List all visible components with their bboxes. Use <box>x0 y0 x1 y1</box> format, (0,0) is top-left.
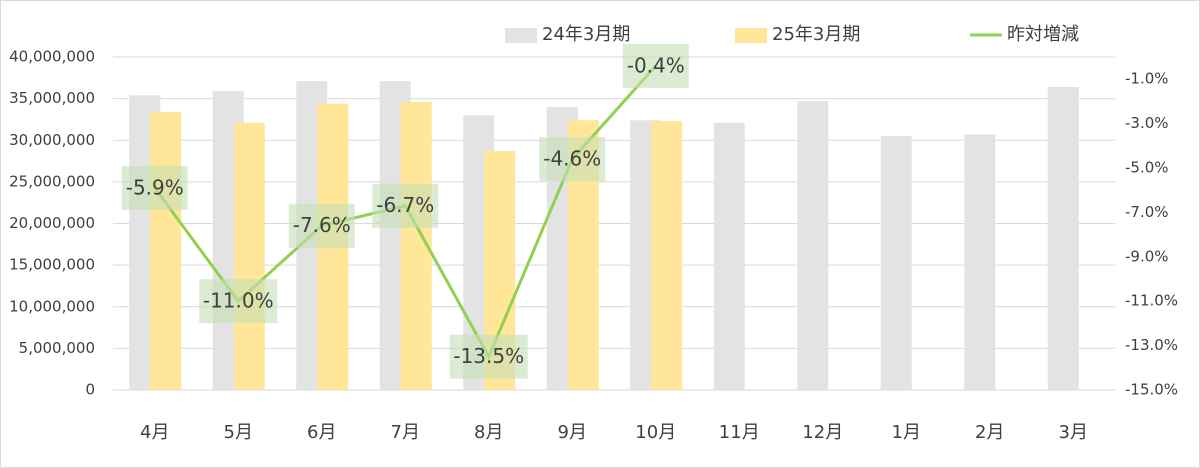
data-label: -6.7% <box>376 193 434 217</box>
x-tick-label: 10月 <box>635 422 676 443</box>
x-tick-label: 2月 <box>975 422 1004 443</box>
y-tick-label: 25,000,000 <box>9 172 95 190</box>
y-tick-label: 10,000,000 <box>9 297 95 315</box>
data-label-bg <box>199 279 278 324</box>
y2-tick-label: -15.0% <box>1125 381 1178 399</box>
data-label-bg <box>121 165 188 210</box>
y2-tick-label: -13.0% <box>1125 336 1178 354</box>
data-label: -7.6% <box>293 213 351 237</box>
y-tick-label: 20,000,000 <box>9 214 95 232</box>
data-label: -11.0% <box>203 289 274 313</box>
y-tick-label: 15,000,000 <box>9 256 95 274</box>
x-tick-label: 6月 <box>307 422 336 443</box>
bar <box>150 111 182 390</box>
bar <box>964 134 996 390</box>
bar <box>797 101 829 390</box>
y2-tick-label: -9.0% <box>1125 247 1169 265</box>
legend-label: 昨対増減 <box>1007 24 1079 45</box>
x-tick-label: 12月 <box>802 422 843 443</box>
data-label: -5.9% <box>126 175 184 199</box>
data-label: -4.6% <box>543 147 601 171</box>
x-tick-label: 4月 <box>140 422 169 443</box>
y-tick-label: 0 <box>85 381 95 399</box>
legend-swatch <box>735 28 767 43</box>
legend-label: 25年3月期 <box>772 24 860 45</box>
x-tick-label: 1月 <box>892 422 921 443</box>
y-tick-label: 30,000,000 <box>9 131 95 149</box>
data-label-bg <box>622 43 689 88</box>
y2-tick-label: -11.0% <box>1125 292 1178 310</box>
bar <box>651 121 683 390</box>
legend-swatch <box>505 28 537 43</box>
bar <box>880 136 912 390</box>
y-tick-label: 5,000,000 <box>19 339 95 357</box>
y-tick-label: 40,000,000 <box>9 48 95 66</box>
legend-label: 24年3月期 <box>542 24 630 45</box>
data-label: -13.5% <box>453 344 524 368</box>
data-label-bg <box>372 183 439 228</box>
data-label: -0.4% <box>627 53 685 77</box>
x-tick-label: 7月 <box>391 422 420 443</box>
y-tick-label: 35,000,000 <box>9 89 95 107</box>
x-tick-label: 3月 <box>1059 422 1088 443</box>
x-tick-label: 11月 <box>719 422 760 443</box>
data-label-bg <box>288 203 355 248</box>
x-tick-label: 9月 <box>558 422 587 443</box>
y2-tick-label: -5.0% <box>1125 159 1169 177</box>
y2-tick-label: -7.0% <box>1125 203 1169 221</box>
y2-tick-label: -1.0% <box>1125 70 1169 88</box>
data-label-bg <box>539 137 606 182</box>
bar <box>233 122 265 390</box>
data-label-bg <box>449 334 528 379</box>
x-tick-label: 5月 <box>224 422 253 443</box>
y2-tick-label: -3.0% <box>1125 114 1169 132</box>
bar <box>1047 86 1079 390</box>
x-tick-label: 8月 <box>474 422 503 443</box>
bar <box>713 122 745 390</box>
